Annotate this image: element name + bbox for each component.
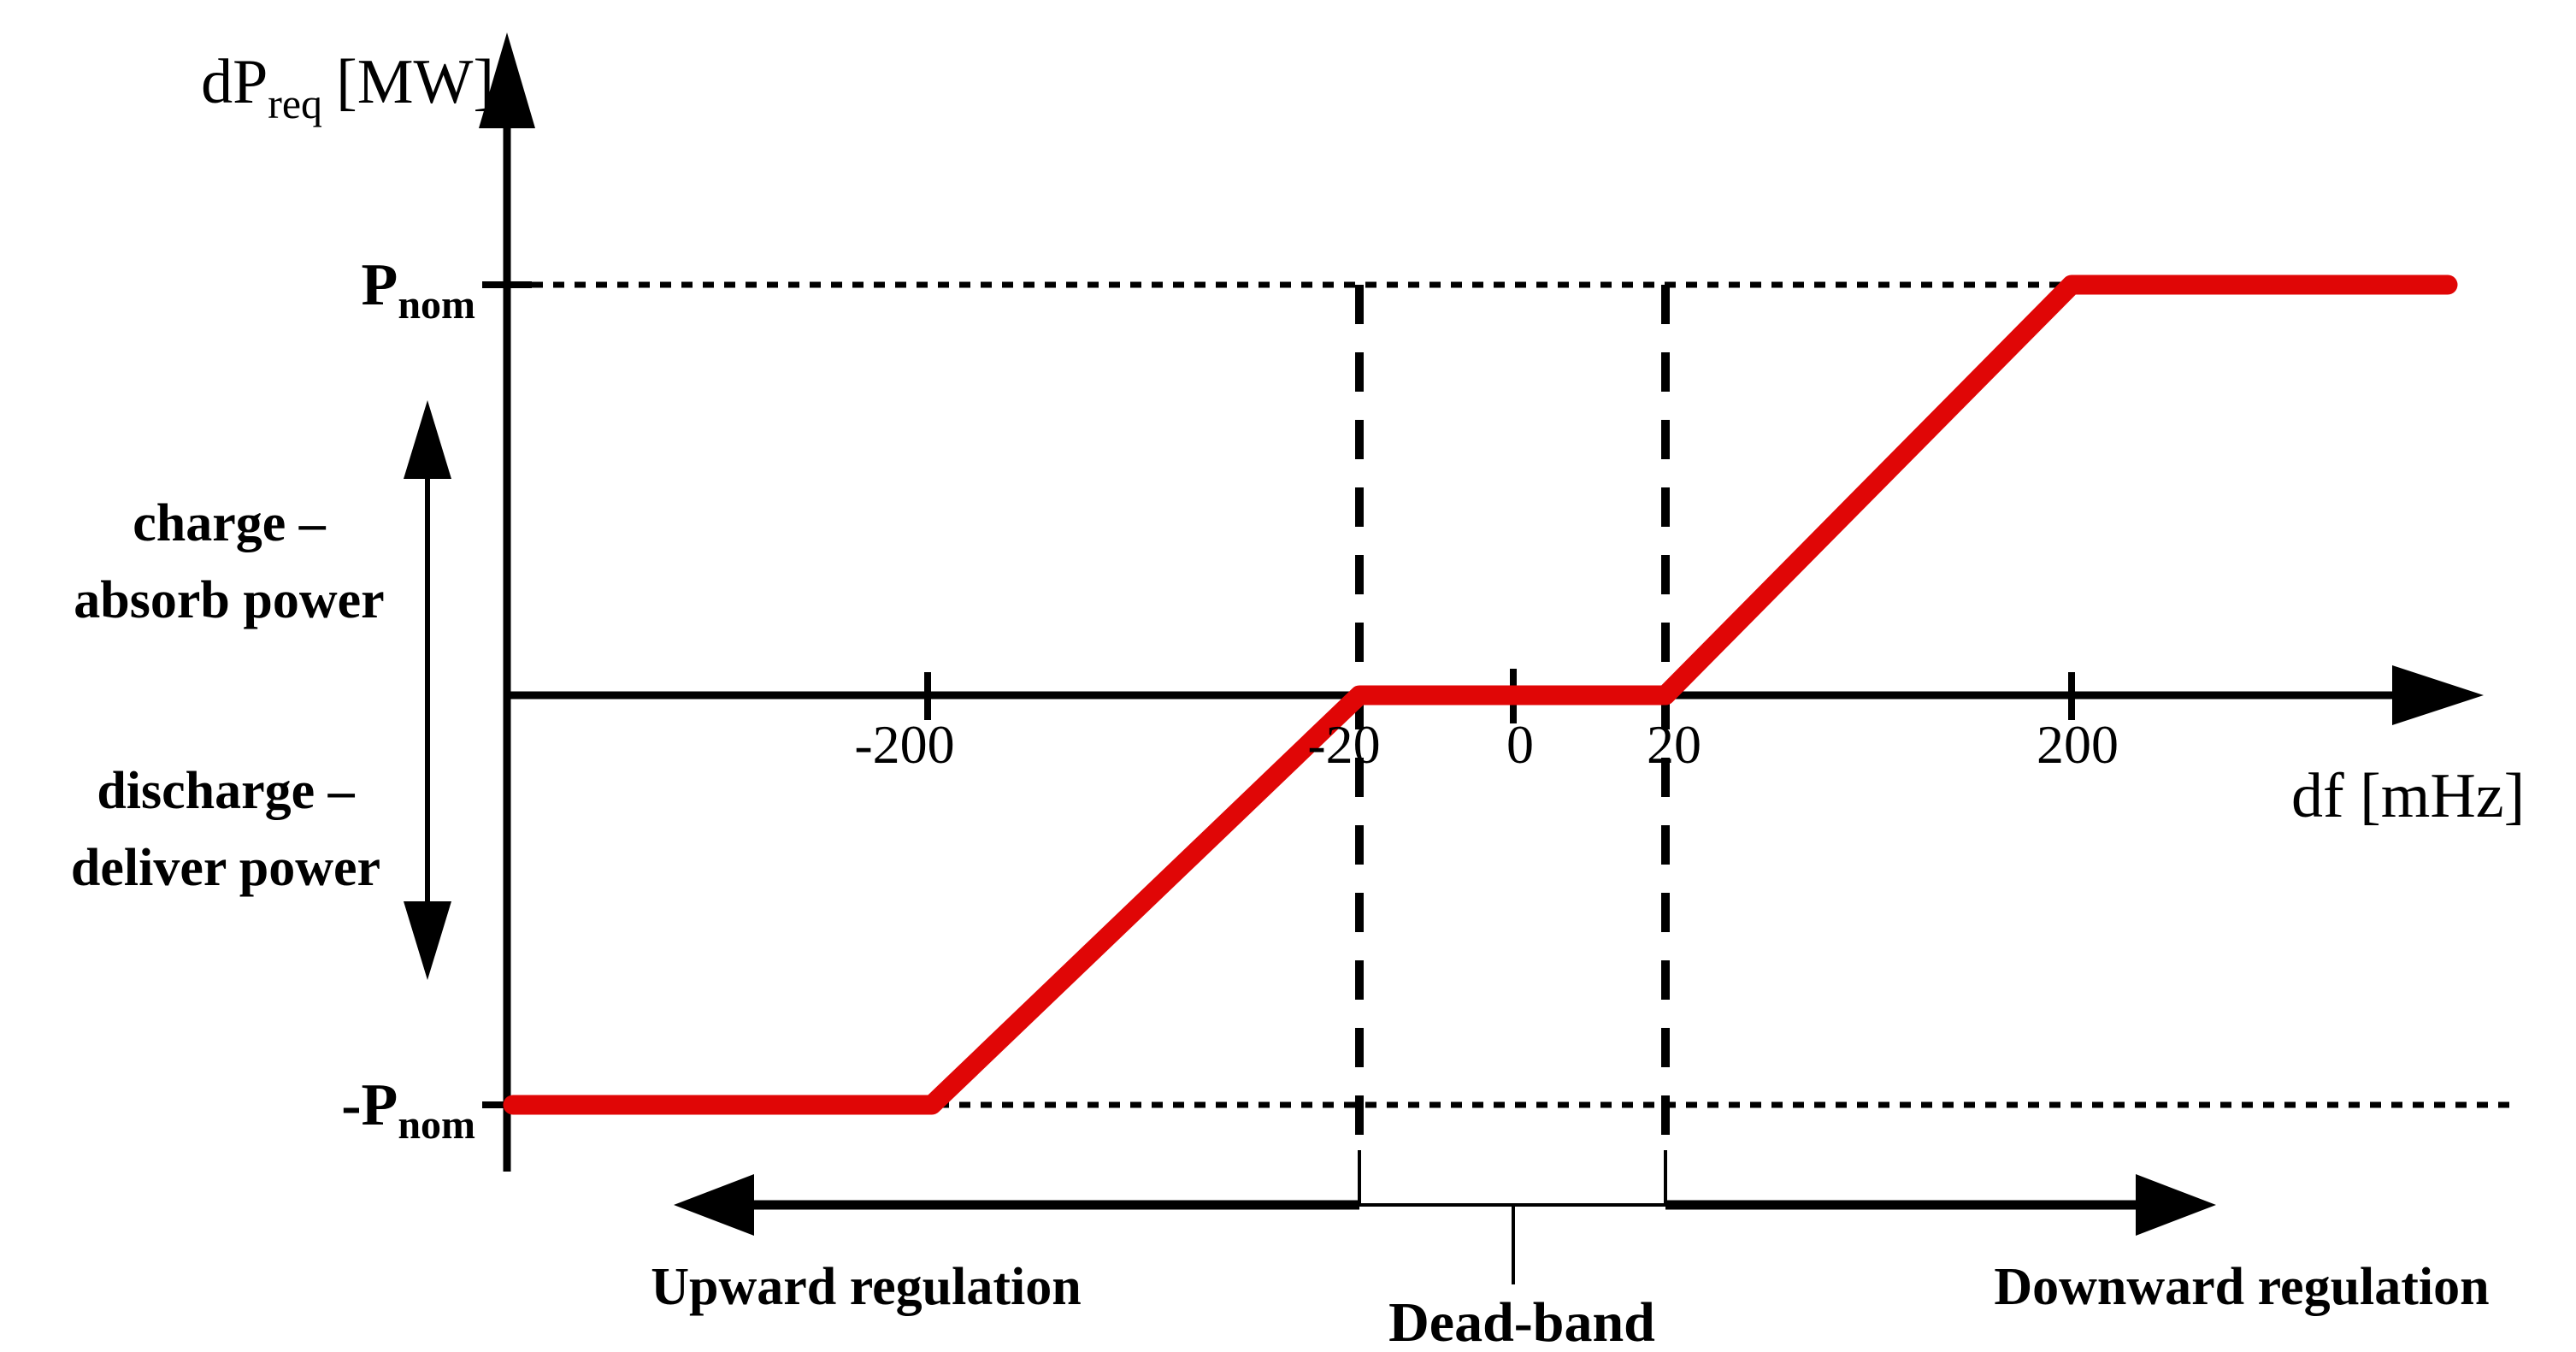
discharge-arrowhead-down-icon	[404, 901, 451, 980]
charge-label-line2: absorb power	[74, 571, 384, 629]
y-axis-label-unit: [MW]	[336, 47, 494, 117]
y-axis-arrowhead-icon	[479, 32, 535, 128]
xtick-label-minus20: -20	[1307, 714, 1380, 775]
y-axis-label-sub: req	[268, 80, 322, 127]
pnom-label: Pnom	[362, 252, 475, 328]
upward-arrowhead-left-icon	[674, 1174, 754, 1236]
upward-regulation-label: Upward regulation	[651, 1258, 1082, 1316]
x-axis-arrowhead-icon	[2392, 665, 2484, 725]
minus-pnom-label-sub: nom	[398, 1102, 475, 1148]
y-axis-label-base: dP	[201, 47, 268, 117]
xtick-label-minus200: -200	[854, 714, 954, 775]
minus-pnom-label-base: -P	[341, 1072, 398, 1138]
charge-label-line1: charge –	[133, 494, 327, 552]
xtick-label-zero: 0	[1506, 714, 1534, 775]
xtick-label-200: 200	[2037, 714, 2119, 775]
discharge-label-line1: discharge –	[97, 762, 355, 820]
downward-regulation-label: Downward regulation	[1994, 1258, 2489, 1316]
charge-arrowhead-up-icon	[404, 400, 451, 479]
x-axis-label: df [mHz]	[2291, 761, 2525, 831]
xtick-label-20: 20	[1647, 714, 1701, 775]
droop-curve-line	[503, 275, 2458, 1115]
deadband-label: Dead-band	[1388, 1291, 1655, 1352]
y-axis-label: dPreq [MW]	[201, 47, 494, 127]
pnom-label-sub: nom	[398, 282, 475, 328]
pnom-label-base: P	[362, 252, 398, 318]
discharge-label-line2: deliver power	[71, 839, 380, 897]
minus-pnom-label: -Pnom	[341, 1072, 475, 1148]
downward-arrowhead-right-icon	[2136, 1174, 2216, 1236]
